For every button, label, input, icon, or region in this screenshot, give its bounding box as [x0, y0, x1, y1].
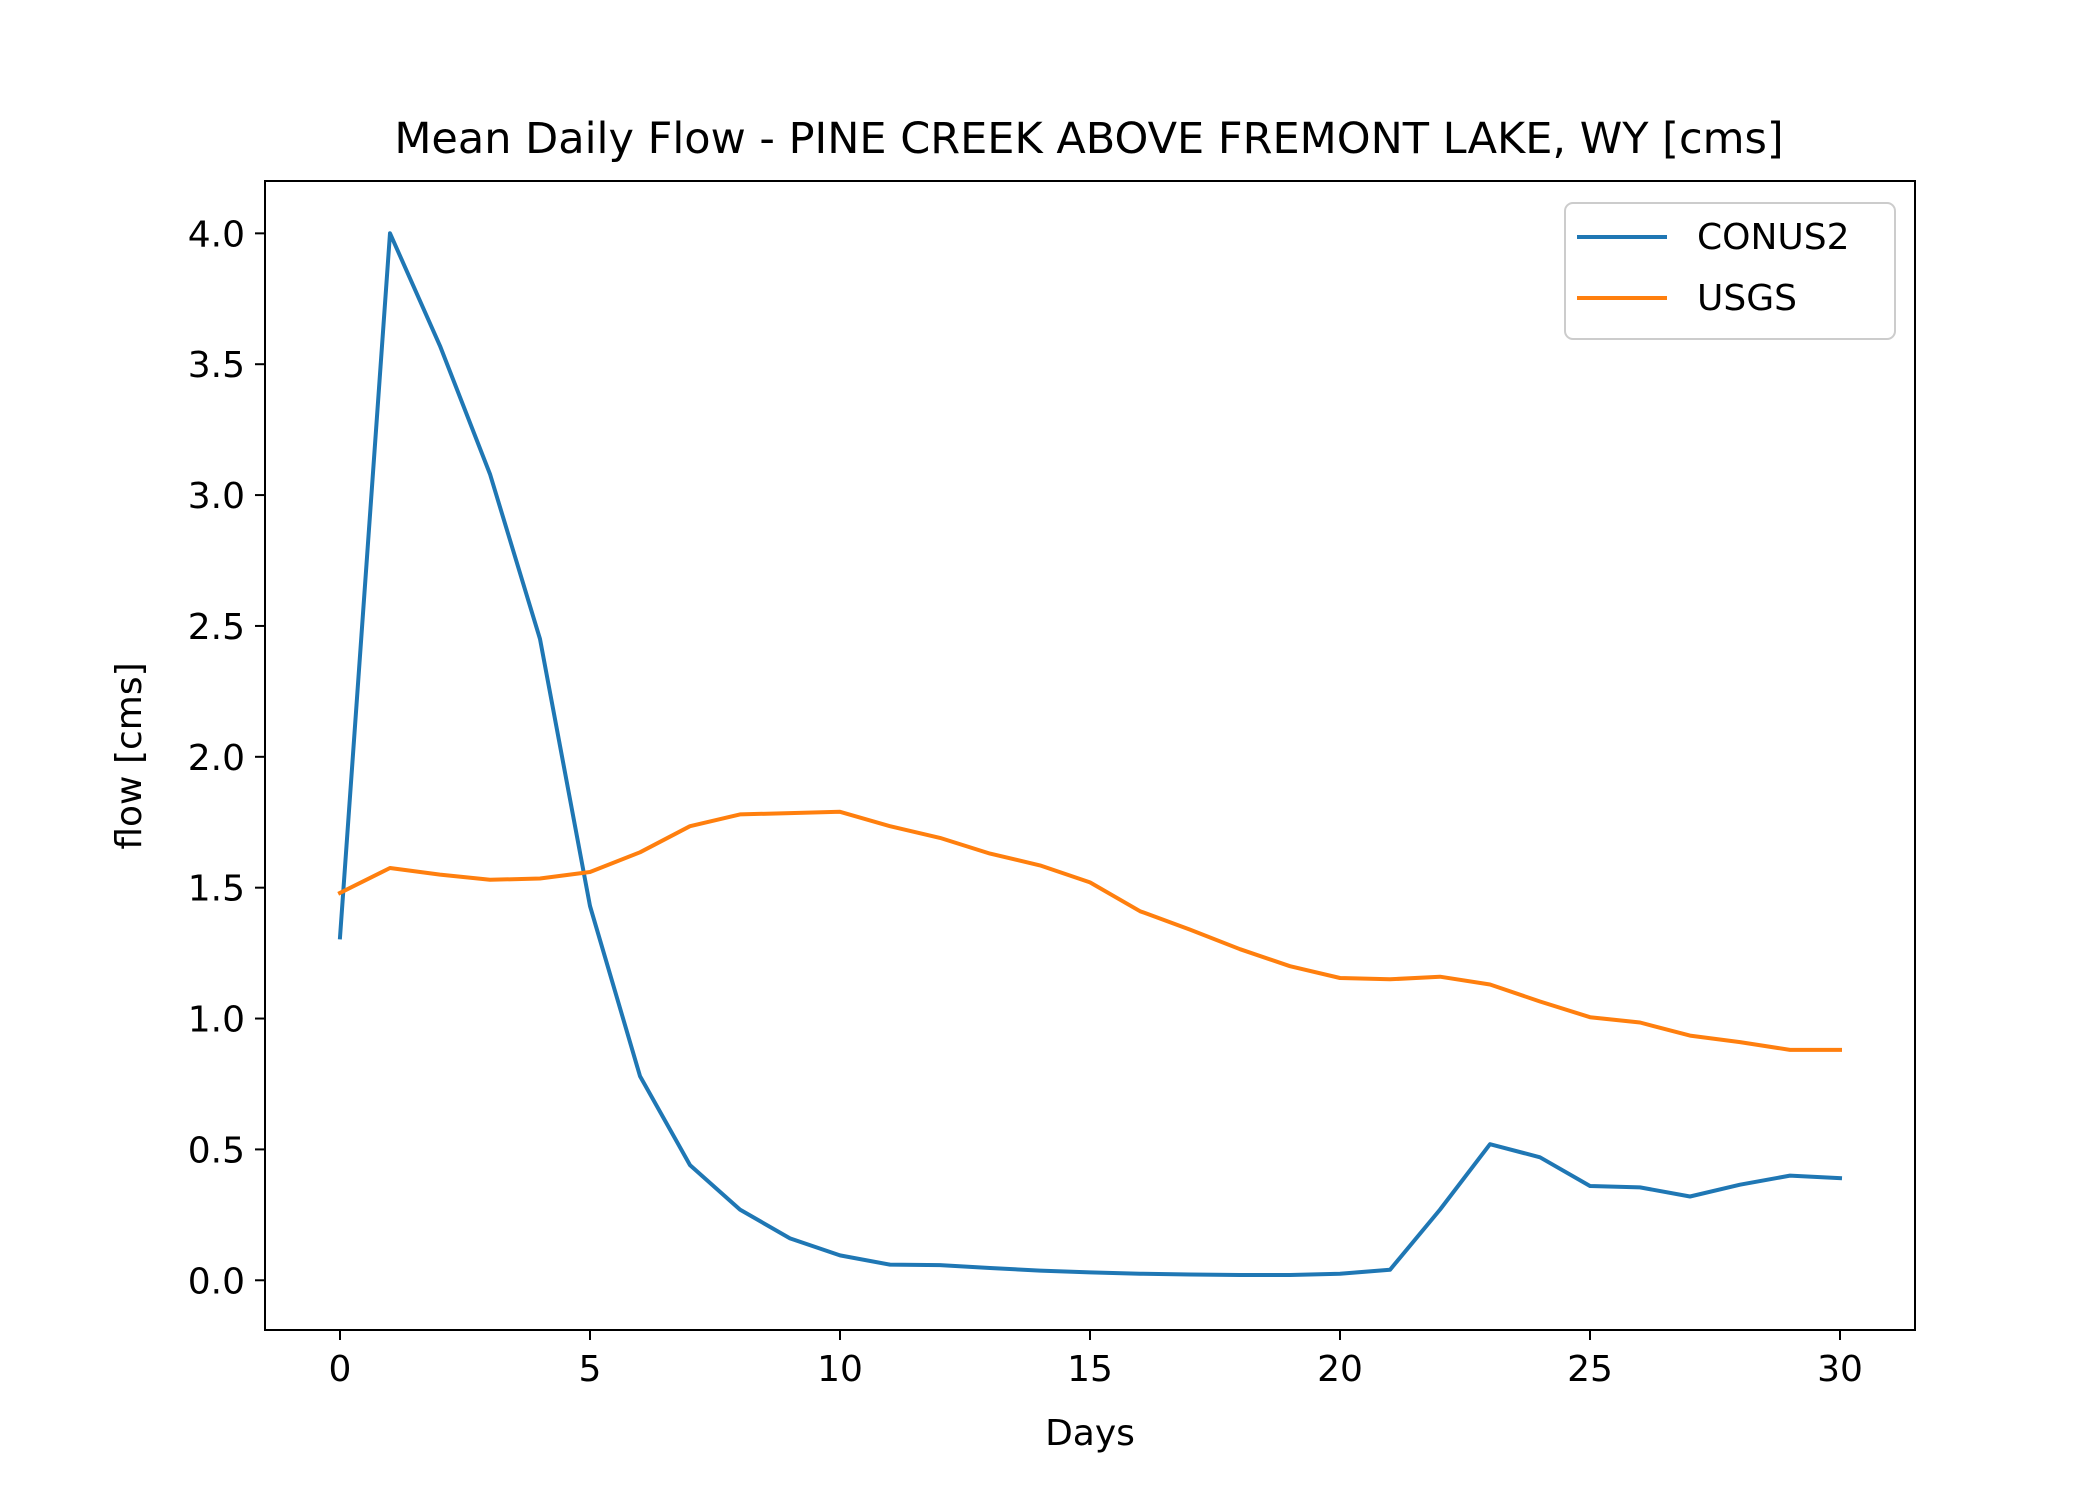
- x-tick-label: 10: [817, 1349, 863, 1390]
- legend: CONUS2 USGS: [1564, 202, 1896, 340]
- y-tick-label: 0.5: [188, 1130, 245, 1171]
- x-tick-label: 20: [1317, 1349, 1363, 1390]
- legend-label-usgs: USGS: [1697, 278, 1797, 319]
- y-tick-label: 1.5: [188, 869, 245, 910]
- series-line-conus2: [337, 231, 1843, 1277]
- chart-title: Mean Daily Flow - PINE CREEK ABOVE FREMO…: [394, 114, 1783, 164]
- x-tick-label: 5: [579, 1349, 602, 1390]
- x-tick-label: 15: [1067, 1349, 1113, 1390]
- x-tick-label: 25: [1567, 1349, 1613, 1390]
- y-axis: 0.0 0.5 1.0 1.5 2.0 2.5 3.0 3.5 4.0: [188, 214, 265, 1302]
- y-axis-label: flow [cms]: [109, 662, 150, 849]
- y-tick-label: 0.0: [188, 1261, 245, 1302]
- y-tick-label: 1.0: [188, 1000, 245, 1041]
- series-line-usgs: [337, 809, 1842, 1052]
- plot-content: [337, 231, 1843, 1277]
- y-tick-label: 3.0: [188, 476, 245, 517]
- y-tick-label: 2.5: [188, 607, 245, 648]
- x-axis: 0 5 10 15 20 25 30: [329, 1330, 1863, 1390]
- y-tick-label: 3.5: [188, 345, 245, 386]
- x-axis-label: Days: [1045, 1413, 1135, 1454]
- y-tick-label: 4.0: [188, 214, 245, 255]
- legend-label-conus2: CONUS2: [1697, 217, 1850, 258]
- y-tick-label: 2.0: [188, 738, 245, 779]
- x-tick-label: 0: [329, 1349, 352, 1390]
- x-tick-label: 30: [1817, 1349, 1863, 1390]
